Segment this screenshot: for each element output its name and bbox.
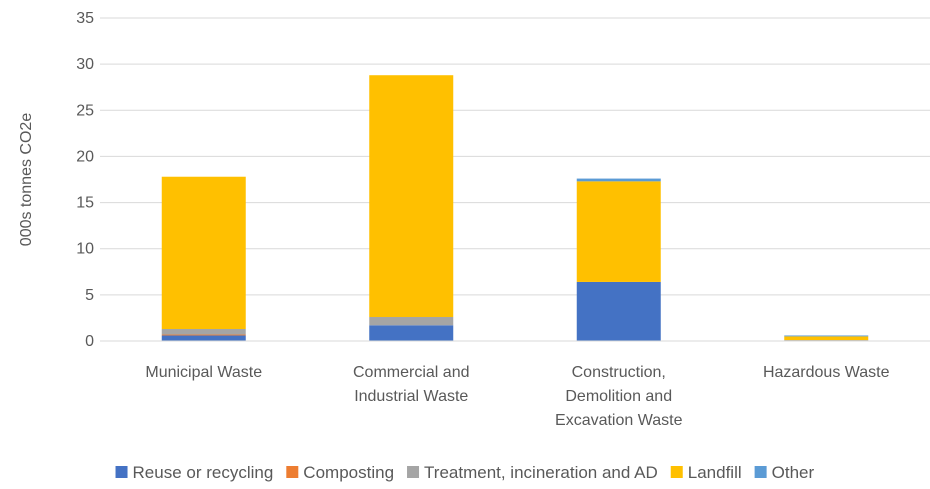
legend-item: Treatment, incineration and AD	[407, 463, 658, 482]
legend-item: Reuse or recycling	[115, 463, 274, 482]
x-category-label: Municipal Waste	[145, 364, 262, 381]
legend-swatch	[754, 466, 767, 478]
bar-segment	[576, 181, 661, 282]
legend-item: Other	[754, 463, 815, 482]
legend-swatch	[407, 466, 420, 478]
legend-swatch	[115, 466, 128, 478]
bar-segment	[161, 335, 246, 341]
bar-segment	[784, 335, 869, 337]
bar-segment	[369, 75, 454, 318]
bar-segment	[161, 176, 246, 330]
legend-label: Landfill	[688, 463, 742, 482]
y-tick-label: 35	[76, 10, 94, 27]
bar-segment	[369, 317, 454, 326]
bar-segment	[784, 336, 869, 341]
legend-swatch	[670, 466, 683, 478]
bar-segment	[369, 325, 454, 341]
x-category-label: Construction, Demolition and Excavation Wa…	[555, 364, 683, 429]
x-category-label: Commercial and Industrial Waste	[353, 364, 469, 405]
y-tick-label: 30	[76, 56, 94, 73]
legend-label: Composting	[303, 463, 394, 482]
legend-label: Reuse or recycling	[133, 463, 274, 482]
y-axis-tick-labels: 0 5 10 15 20 25 30 35	[76, 10, 94, 350]
legend-swatch	[286, 466, 299, 478]
legend: Reuse or recycling Composting Treatment, i…	[115, 463, 815, 482]
x-axis-category-labels: Municipal Waste Commercial and Industrial …	[145, 364, 889, 429]
bar-segment	[161, 334, 246, 336]
y-tick-label: 5	[85, 287, 94, 304]
bar-segment	[161, 329, 246, 335]
bars	[161, 75, 869, 341]
bar-segment	[576, 281, 661, 341]
legend-label: Treatment, incineration and AD	[424, 463, 658, 482]
y-axis-title: 000s tonnes CO2e	[18, 113, 35, 247]
x-category-label: Hazardous Waste	[763, 364, 890, 381]
y-tick-label: 10	[76, 241, 94, 258]
y-tick-label: 25	[76, 102, 94, 119]
bar-segment	[576, 178, 661, 182]
legend-item: Landfill	[670, 463, 742, 482]
legend-label: Other	[772, 463, 815, 482]
y-tick-label: 15	[76, 195, 94, 212]
y-tick-label: 0	[85, 333, 94, 350]
y-tick-label: 20	[76, 148, 94, 165]
legend-item: Composting	[286, 463, 394, 482]
